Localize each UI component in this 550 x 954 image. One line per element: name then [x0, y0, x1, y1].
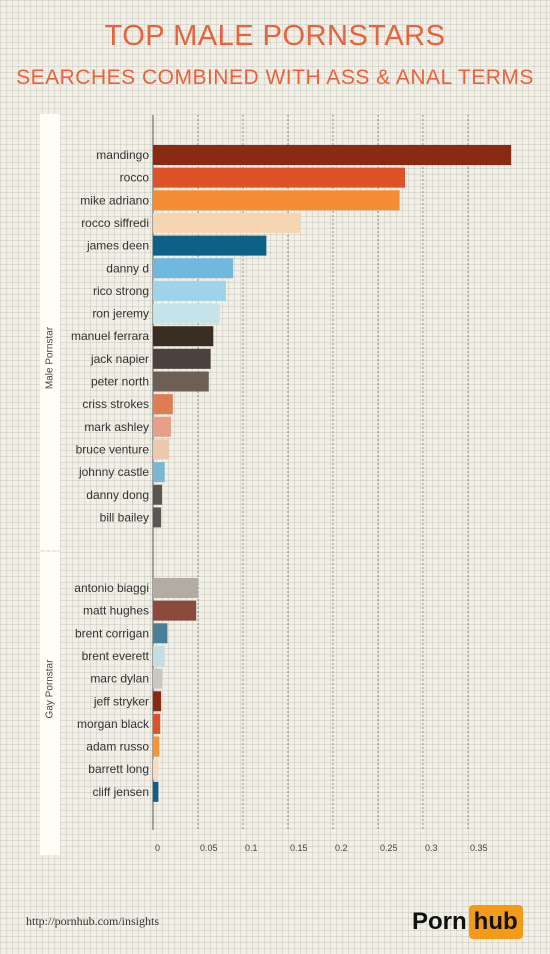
bar — [153, 326, 214, 347]
bar-label: jeff stryker — [93, 694, 149, 708]
x-tick-label: 0.05 — [200, 843, 218, 853]
x-tick-label: 0.15 — [290, 843, 308, 853]
bar — [153, 462, 165, 483]
bar — [153, 212, 301, 233]
logo-porn: Porn — [412, 908, 467, 935]
bar — [153, 394, 173, 415]
bar-label: ron jeremy — [92, 307, 149, 321]
bar — [153, 348, 211, 369]
x-tick-label: 0.1 — [245, 843, 258, 853]
x-tick-label: 0.3 — [425, 843, 438, 853]
bar — [153, 439, 170, 460]
bar — [153, 759, 159, 780]
bar-label: matt hughes — [83, 604, 149, 618]
bar — [153, 713, 161, 734]
bar-label: brent everett — [82, 649, 150, 663]
group-panel-gay — [40, 552, 60, 855]
logo-hub: hub — [468, 905, 523, 939]
pornhub-logo: Porn hub — [412, 905, 523, 939]
bar-label: johnny castle — [78, 465, 149, 479]
bar — [153, 507, 162, 528]
bar — [153, 691, 162, 712]
bar-label: morgan black — [77, 717, 150, 731]
bar-label: rico strong — [93, 284, 149, 298]
bar — [153, 303, 220, 324]
x-tick-label: 0.2 — [335, 843, 348, 853]
bar — [153, 371, 209, 392]
group-panel-male — [40, 114, 60, 550]
bar — [153, 781, 159, 802]
bar — [153, 416, 171, 437]
bar-label: brent corrigan — [75, 626, 149, 640]
chart-subtitle: SEARCHES COMBINED WITH ASS & ANAL TERMS — [16, 66, 534, 89]
bar-label: adam russo — [86, 740, 149, 754]
bar-label: bruce venture — [76, 442, 150, 456]
bar-label: danny dong — [86, 488, 149, 502]
footer-url: http://pornhub.com/insights — [26, 914, 160, 928]
bar-label: marc dylan — [90, 672, 149, 686]
bar-label: mark ashley — [84, 420, 149, 434]
bar — [153, 258, 234, 279]
bar-label: rocco siffredi — [81, 216, 149, 230]
bar-label: james deen — [86, 239, 149, 253]
bar — [153, 600, 197, 621]
bar-label: rocco — [120, 171, 150, 185]
bar — [153, 235, 267, 256]
bar — [153, 167, 405, 188]
bar-label: manuel ferrara — [71, 329, 149, 343]
bar-label: antonio biaggi — [74, 581, 149, 595]
bar-label: peter north — [91, 375, 149, 389]
bar-label: mandingo — [96, 148, 149, 162]
x-tick-label: 0.25 — [380, 843, 398, 853]
bar — [153, 280, 226, 301]
bar — [153, 736, 160, 757]
bar — [153, 578, 198, 598]
bar-label: barrett long — [88, 762, 149, 776]
x-tick-label: 0 — [155, 843, 160, 853]
bar-label: cliff jensen — [93, 785, 149, 799]
chart-title: TOP MALE PORNSTARS — [104, 20, 446, 52]
bar — [153, 145, 512, 165]
bar-label: jack napier — [90, 352, 149, 366]
bar — [153, 190, 400, 211]
bar-label: bill bailey — [100, 510, 149, 524]
bar — [153, 484, 162, 505]
bar-label: criss strokes — [82, 397, 149, 411]
bar-label: mike adriano — [80, 193, 149, 207]
bar — [153, 623, 168, 644]
bar — [153, 645, 165, 666]
bar-label: danny d — [106, 261, 149, 275]
bar — [153, 668, 162, 689]
x-tick-label: 0.35 — [470, 843, 488, 853]
